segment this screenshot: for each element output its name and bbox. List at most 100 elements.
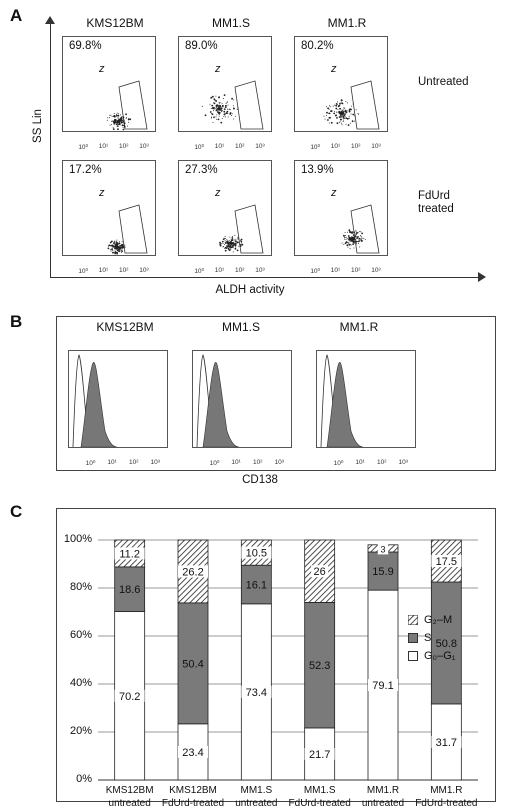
hist-x-axis-title: CD138 [242, 474, 278, 486]
histogram-curves [320, 354, 364, 448]
histogram-plot: 10⁰ 10¹ 10² 10³ [316, 350, 416, 467]
data-label: 10.5 [246, 548, 267, 560]
flow-scatter [201, 80, 264, 130]
bar-segment [114, 566, 146, 612]
data-label: 50.8 [436, 638, 457, 650]
bar-segment [367, 551, 399, 591]
flow-plot: 13.9% z 10⁰ 10¹ 10² 10³ [294, 160, 388, 275]
data-label-bg [368, 679, 398, 692]
panel-a: KMS12BM MM1.S MM1.R [60, 16, 420, 280]
data-label: 18.6 [119, 584, 140, 596]
data-label-bg [241, 685, 272, 698]
x-axis-arrow-icon [478, 272, 486, 282]
y-axis-arrow-icon [45, 16, 55, 24]
category-label: KMS12BM untreated [105, 785, 154, 809]
legend-item-g0g1: G₀–G₁ [408, 650, 456, 662]
row-label-fdurd-treated: FdUrd treated [418, 190, 454, 215]
percent-label: 69.8% [69, 40, 102, 52]
hatch-swatch-icon [408, 615, 418, 625]
gate-label: z [215, 63, 221, 75]
category-label: MM1.S untreated [235, 785, 278, 809]
percent-label: 17.2% [69, 164, 102, 176]
gate-label: z [99, 63, 105, 75]
data-label-bg [377, 542, 389, 555]
histogram-plot: 10⁰ 10¹ 10² 10³ [192, 350, 292, 467]
hist-title-mm1r: MM1.R [339, 320, 379, 334]
data-label: 15.9 [372, 566, 393, 578]
flow-plot: 69.8% z 10⁰ 10¹ 10² 10³ [62, 36, 156, 151]
panel-b-label: B [10, 312, 23, 331]
flow-scatter [106, 80, 148, 131]
flow-scatter [219, 204, 264, 254]
flow-scatter [323, 80, 380, 130]
percent-label: 80.2% [301, 40, 334, 52]
flow-plot: 80.2% z 10⁰ 10¹ 10² 10³ [294, 36, 388, 151]
flow-plot: 89.0% z 10⁰ 10¹ 10² 10³ [178, 36, 272, 151]
y-tick-label: 20% [69, 725, 92, 737]
flow-scatter [341, 204, 380, 254]
y-tick-label: 100% [63, 533, 92, 545]
category-label: MM1.S FdUrd-treated [288, 785, 351, 809]
x-axis-line [50, 277, 480, 278]
flow-plot: 27.3% z 10⁰ 10¹ 10² 10³ [178, 160, 272, 275]
bar-segment [177, 602, 209, 725]
data-label-bg [114, 689, 145, 702]
bar-segment [240, 564, 272, 605]
data-label: 11.2 [119, 548, 140, 560]
flow-scatter [107, 204, 148, 255]
col-title-kms12bm: KMS12BM [86, 16, 144, 30]
data-label: 16.1 [246, 580, 267, 592]
histogram-curves [72, 354, 118, 448]
data-label: 52.3 [309, 660, 330, 672]
data-label: 79.1 [372, 680, 393, 692]
data-label: 31.7 [436, 737, 457, 749]
flow-plot: 17.2% z 10⁰ 10¹ 10² 10³ [62, 160, 156, 275]
data-label: 70.2 [119, 691, 140, 703]
category-label: MM1.R untreated [361, 785, 405, 809]
y-tick-label: 80% [69, 581, 92, 593]
y-axis-line [50, 20, 51, 278]
y-tick-label: 60% [69, 629, 92, 641]
data-label: 23.4 [182, 747, 203, 759]
y-tick-label: 0% [76, 773, 92, 785]
category-label: KMS12BM FdUrd-treated [161, 785, 225, 809]
data-label: 26 [314, 566, 326, 578]
gate-label: z [331, 63, 337, 75]
data-label-bg [178, 565, 208, 578]
legend-item-g2m: G₂–M [408, 614, 452, 626]
y-tick-label: 40% [69, 677, 92, 689]
data-label: 3 [380, 544, 385, 554]
hist-title-kms12bm: KMS12BM [96, 320, 154, 334]
legend-item-s: S [408, 632, 431, 644]
panel-c-label: C [10, 502, 23, 521]
data-label-bg [178, 745, 208, 758]
data-label: 21.7 [309, 749, 330, 761]
data-label-bg [114, 547, 145, 560]
gate-label: z [215, 187, 221, 199]
col-title-mm1r: MM1.R [327, 16, 367, 30]
category-label: MM1.R FdUrd-treated [415, 785, 478, 809]
x-axis-title: ALDH activity [215, 284, 285, 296]
bar-segment [304, 602, 336, 729]
gray-swatch-icon [408, 633, 418, 643]
panel-a-label: A [10, 6, 23, 25]
data-label-bg [241, 546, 272, 559]
hist-title-mm1s: MM1.S [221, 320, 260, 334]
percent-label: 89.0% [185, 40, 218, 52]
histogram-curves [196, 354, 240, 448]
panel-b [56, 316, 496, 471]
col-title-mm1s: MM1.S [211, 16, 250, 30]
data-label-bg [431, 735, 462, 748]
percent-label: 13.9% [301, 164, 334, 176]
data-label: 17.5 [436, 556, 457, 568]
gate-label: z [331, 187, 337, 199]
data-label: 26.2 [182, 566, 203, 578]
panel-c [56, 508, 496, 802]
data-label: 73.4 [246, 687, 267, 699]
data-label-bg [431, 555, 462, 567]
bar-segment [430, 581, 462, 705]
white-swatch-icon [408, 651, 418, 661]
histogram-plot: 10⁰ 10¹ 10² 10³ [68, 350, 168, 467]
row-label-untreated: Untreated [418, 76, 469, 88]
